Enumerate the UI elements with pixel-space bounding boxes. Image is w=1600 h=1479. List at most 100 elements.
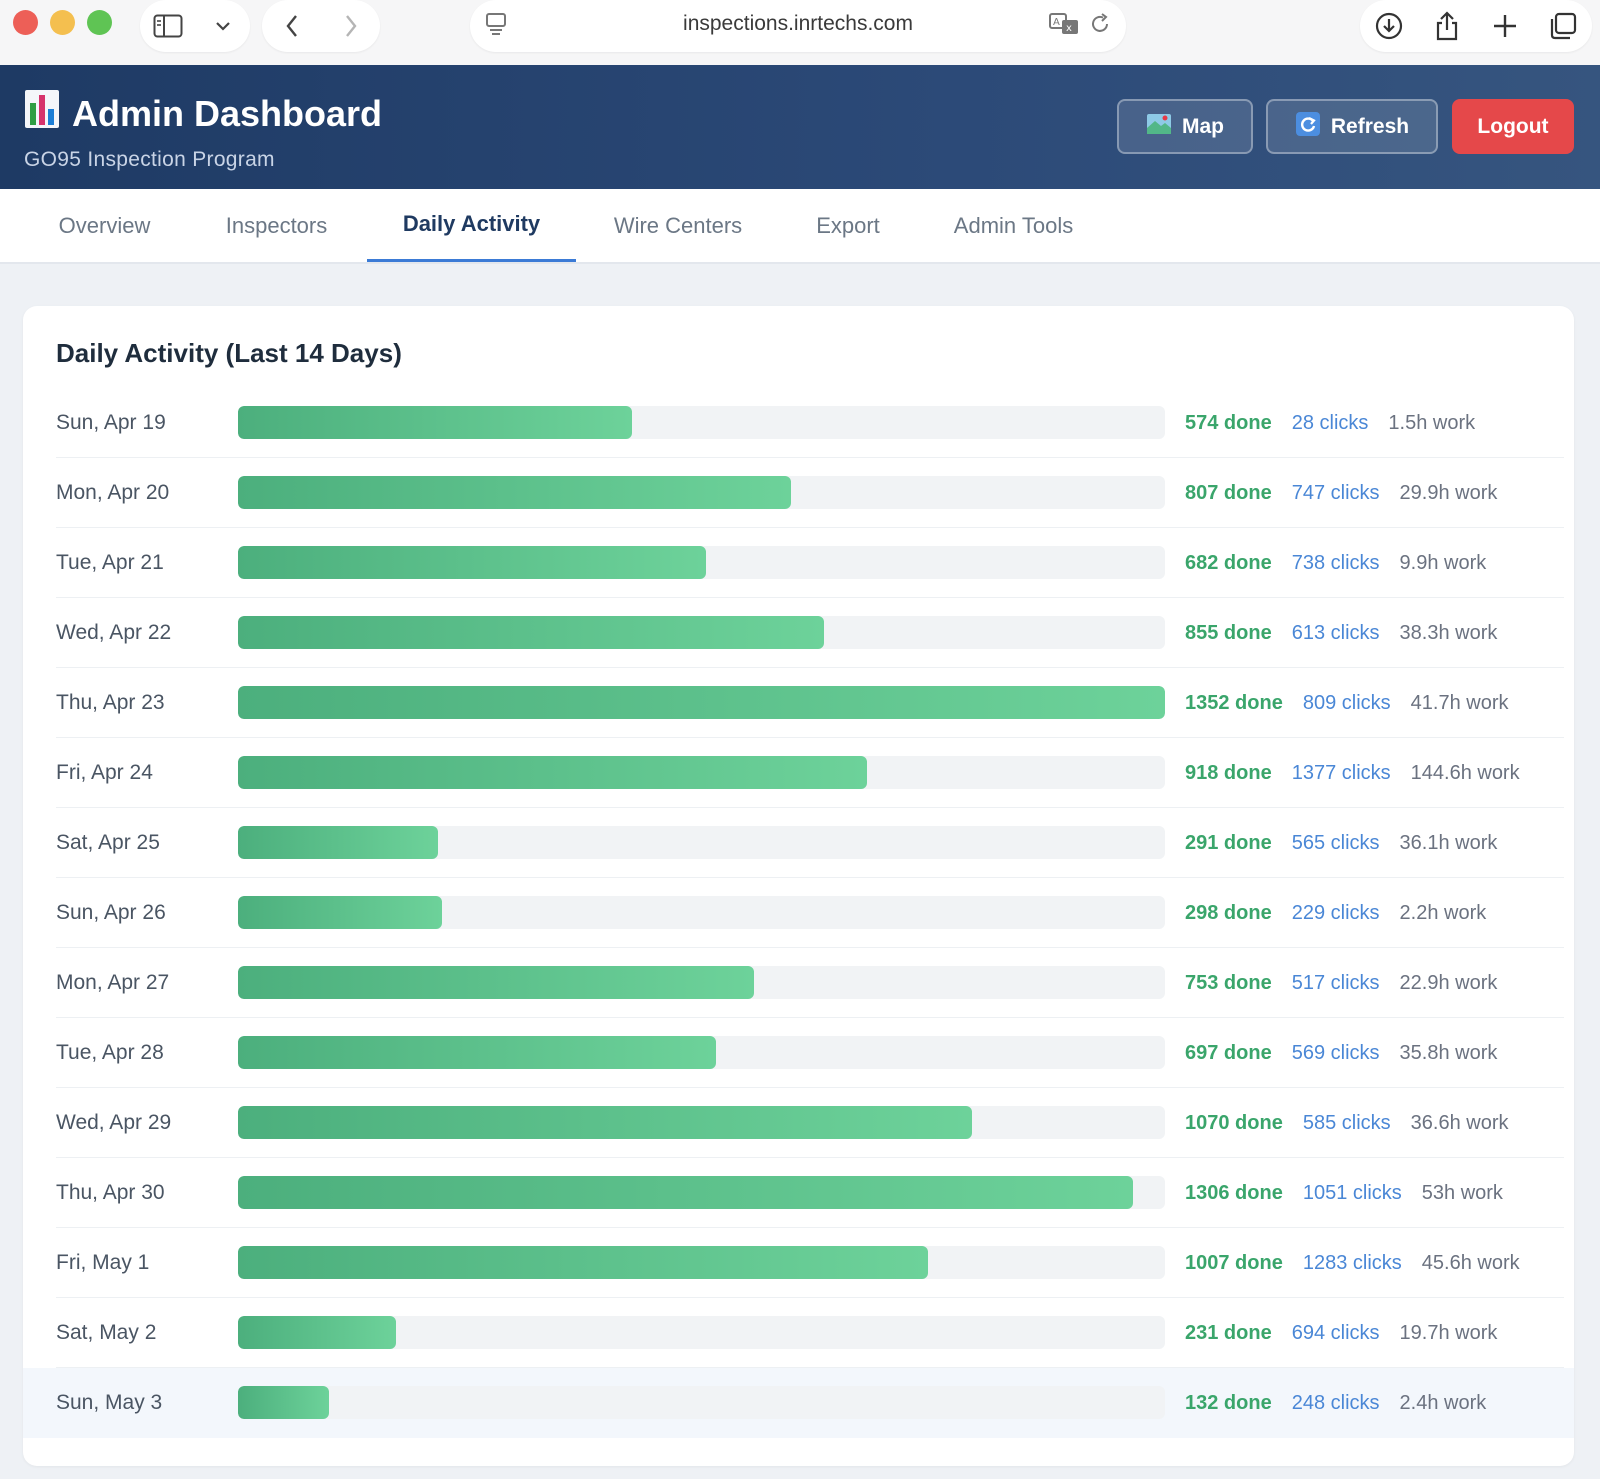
activity-bar-fill bbox=[238, 476, 792, 509]
activity-bar-track bbox=[238, 1316, 1165, 1349]
activity-date: Thu, Apr 30 bbox=[56, 1181, 165, 1204]
done-count: 291 done bbox=[1185, 832, 1272, 854]
work-hours: 45.6h work bbox=[1421, 1252, 1520, 1274]
activity-bar-fill bbox=[238, 756, 868, 789]
chevron-down-icon[interactable] bbox=[208, 11, 238, 41]
browser-actions bbox=[1360, 0, 1592, 52]
done-count: 1352 done bbox=[1185, 692, 1283, 714]
tab-daily-activity[interactable]: Daily Activity bbox=[367, 189, 576, 262]
card-title: Daily Activity (Last 14 Days) bbox=[56, 338, 402, 368]
activity-date: Tue, Apr 28 bbox=[56, 1041, 164, 1064]
work-hours: 22.9h work bbox=[1399, 972, 1498, 994]
tab-wire-centers[interactable]: Wire Centers bbox=[613, 212, 743, 238]
clicks-count: 569 clicks bbox=[1291, 1042, 1380, 1064]
window-controls bbox=[13, 10, 112, 35]
activity-bar-fill bbox=[238, 1176, 1134, 1209]
reload-icon[interactable] bbox=[1088, 11, 1112, 42]
activity-row: Thu, Apr 23 1352 done 809 clicks 41.7h work bbox=[56, 668, 1564, 738]
activity-bar-track bbox=[238, 686, 1165, 719]
done-count: 1007 done bbox=[1185, 1252, 1283, 1274]
tab-overview[interactable]: Overview bbox=[58, 212, 151, 238]
activity-stats: 855 done 613 clicks 38.3h work bbox=[1185, 598, 1497, 668]
work-hours: 29.9h work bbox=[1399, 482, 1498, 504]
activity-bar-fill bbox=[238, 1386, 329, 1419]
clicks-count: 1283 clicks bbox=[1302, 1252, 1402, 1274]
activity-bar-track bbox=[238, 1176, 1165, 1209]
activity-bar-track bbox=[238, 616, 1165, 649]
page-menu-icon[interactable] bbox=[484, 11, 508, 42]
close-window-button[interactable] bbox=[13, 10, 38, 35]
tab-inspectors[interactable]: Inspectors bbox=[225, 212, 328, 238]
clicks-count: 1051 clicks bbox=[1302, 1182, 1402, 1204]
activity-date: Mon, Apr 27 bbox=[56, 971, 170, 994]
brand: Admin Dashboard GO95 Inspection Program bbox=[24, 89, 382, 172]
activity-bar-fill bbox=[238, 546, 706, 579]
clicks-count: 747 clicks bbox=[1291, 482, 1380, 504]
logout-button[interactable]: Logout bbox=[1452, 99, 1574, 154]
refresh-icon bbox=[1295, 111, 1321, 143]
activity-row: Wed, Apr 29 1070 done 585 clicks 36.6h work bbox=[56, 1088, 1564, 1158]
work-hours: 35.8h work bbox=[1399, 1042, 1498, 1064]
work-hours: 36.6h work bbox=[1410, 1112, 1509, 1134]
clicks-count: 694 clicks bbox=[1291, 1322, 1380, 1344]
share-icon[interactable] bbox=[1432, 11, 1462, 41]
activity-bar-track bbox=[238, 546, 1165, 579]
back-icon[interactable] bbox=[277, 11, 307, 41]
map-button[interactable]: Map bbox=[1117, 99, 1253, 154]
activity-date: Fri, Apr 24 bbox=[56, 761, 153, 784]
activity-row: Sun, Apr 26 298 done 229 clicks 2.2h work bbox=[56, 878, 1564, 948]
download-icon[interactable] bbox=[1374, 11, 1404, 41]
page-subtitle: GO95 Inspection Program bbox=[24, 148, 275, 171]
clicks-count: 28 clicks bbox=[1291, 412, 1369, 434]
activity-list: Sun, Apr 19 574 done 28 clicks 1.5h work Mon… bbox=[23, 388, 1574, 1438]
clicks-count: 1377 clicks bbox=[1291, 762, 1391, 784]
activity-stats: 298 done 229 clicks 2.2h work bbox=[1185, 878, 1486, 948]
activity-date: Tue, Apr 21 bbox=[56, 551, 164, 574]
activity-date: Wed, Apr 22 bbox=[56, 621, 172, 644]
activity-bar-track bbox=[238, 1036, 1165, 1069]
done-count: 807 done bbox=[1185, 482, 1272, 504]
new-tab-icon[interactable] bbox=[1490, 11, 1520, 41]
minimize-window-button[interactable] bbox=[50, 10, 75, 35]
activity-date: Sat, May 2 bbox=[56, 1321, 157, 1344]
tab-overview-icon[interactable] bbox=[1548, 11, 1578, 41]
page-title: Admin Dashboard bbox=[72, 92, 383, 134]
activity-stats: 1352 done 809 clicks 41.7h work bbox=[1185, 668, 1508, 738]
work-hours: 41.7h work bbox=[1410, 692, 1509, 714]
done-count: 855 done bbox=[1185, 622, 1272, 644]
refresh-button-label: Refresh bbox=[1330, 114, 1410, 138]
sidebar-toggle-group bbox=[140, 0, 250, 52]
activity-bar-fill bbox=[238, 1316, 397, 1349]
activity-stats: 132 done 248 clicks 2.4h work bbox=[1185, 1368, 1486, 1438]
zoom-window-button[interactable] bbox=[87, 10, 112, 35]
done-count: 132 done bbox=[1185, 1392, 1272, 1414]
refresh-button[interactable]: Refresh bbox=[1266, 99, 1438, 154]
map-icon bbox=[1146, 112, 1172, 142]
activity-row: Sat, Apr 25 291 done 565 clicks 36.1h work bbox=[56, 808, 1564, 878]
tab-export[interactable]: Export bbox=[816, 212, 880, 238]
activity-row: Sun, May 3 132 done 248 clicks 2.4h work bbox=[23, 1368, 1574, 1438]
work-hours: 1.5h work bbox=[1388, 412, 1476, 434]
work-hours: 53h work bbox=[1421, 1182, 1503, 1204]
forward-icon[interactable] bbox=[336, 11, 366, 41]
activity-bar-fill bbox=[238, 686, 1165, 719]
activity-bar-track bbox=[238, 476, 1165, 509]
svg-text:A: A bbox=[1053, 17, 1060, 28]
activity-date: Wed, Apr 29 bbox=[56, 1111, 172, 1134]
activity-bar-track bbox=[238, 756, 1165, 789]
bar-chart-icon bbox=[24, 89, 60, 138]
tab-bar: Overview Inspectors Daily Activity Wire … bbox=[0, 189, 1600, 264]
activity-row: Fri, Apr 24 918 done 1377 clicks 144.6h wor… bbox=[56, 738, 1564, 808]
clicks-count: 248 clicks bbox=[1291, 1392, 1380, 1414]
tab-admin-tools[interactable]: Admin Tools bbox=[953, 212, 1074, 238]
activity-bar-track bbox=[238, 966, 1165, 999]
activity-row: Mon, Apr 20 807 done 747 clicks 29.9h work bbox=[56, 458, 1564, 528]
done-count: 697 done bbox=[1185, 1042, 1272, 1064]
activity-row: Sun, Apr 19 574 done 28 clicks 1.5h work bbox=[56, 388, 1564, 458]
work-hours: 2.4h work bbox=[1399, 1392, 1487, 1414]
url-text[interactable]: inspections.inrtechs.com bbox=[683, 12, 913, 35]
sidebar-icon[interactable] bbox=[153, 11, 183, 41]
activity-stats: 1306 done 1051 clicks 53h work bbox=[1185, 1158, 1503, 1228]
